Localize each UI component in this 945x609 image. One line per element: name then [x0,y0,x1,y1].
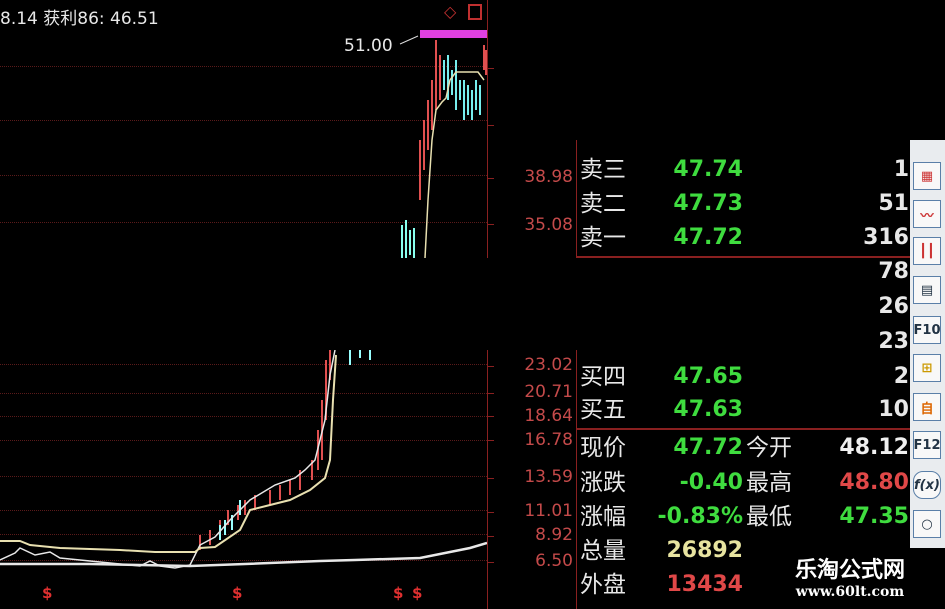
sell-signal-icon: $ [393,584,404,602]
axis-label: 16.78 [524,430,573,450]
bid-price: 47.65 [673,364,743,389]
upper-candles [401,40,487,258]
lower-candles [199,350,371,550]
circle-icon[interactable]: ○ [913,510,941,538]
bid-label: 买四 [580,364,626,390]
grid-icon[interactable]: ▦ [913,162,941,190]
ma-line-2 [0,541,487,568]
f12-button[interactable]: F12 [913,431,941,459]
upper-ma-line [424,71,485,259]
axis-label: 18.64 [524,406,573,426]
low-label: 最低 [746,504,792,530]
watermark: 乐淘公式网 www.60lt.com [755,548,945,609]
change-label: 涨跌 [580,470,626,496]
volume-label: 总量 [580,538,626,564]
bid-volume: 10 [878,397,909,422]
indicator-readout: 8.14 获利86: 46.51 [0,9,159,29]
tree-icon[interactable]: ⊞ [913,354,941,382]
sell-signal-icon: $ [42,584,53,602]
bid-label: 买五 [580,397,626,423]
change-value: -0.40 [679,470,743,495]
bid-volume: 26 [878,294,909,319]
axis-label: 20.71 [524,382,573,402]
axis-label: 13.59 [524,467,573,487]
ask-label: 卖二 [580,191,626,217]
axis-label: 35.08 [524,215,573,235]
cards-icon[interactable]: ▤ [913,276,941,304]
ask-volume: 51 [878,191,909,216]
sell-signal-icon: $ [412,584,423,602]
ask-price: 47.72 [673,225,743,250]
ask-label: 卖一 [580,225,626,251]
outer-volume-label: 外盘 [580,572,626,598]
pct-change-label: 涨幅 [580,504,626,530]
f10-button[interactable]: F10 [913,316,941,344]
current-price: 47.72 [673,435,743,460]
ask-volume: 316 [863,225,909,250]
low-price: 47.35 [839,504,909,529]
bid-volume: 78 [878,259,909,284]
sell-signal-icon: $ [232,584,243,602]
watermark-name: 乐淘公式网 [794,558,905,583]
bid-volume: 23 [878,329,909,354]
diamond-icon[interactable]: ◇ [444,2,457,21]
formula-icon[interactable]: f(x) [913,471,941,499]
outer-volume: 13434 [666,572,743,597]
high-price-marker: 51.00 [344,36,393,56]
total-volume: 26892 [666,538,743,563]
axis-label: 8.92 [535,525,573,545]
open-label: 今开 [746,435,792,461]
watermark-url: www.60lt.com [795,584,905,600]
side-toolbar: ▦ 〰 ┃┃ ▤ F10 ⊞ 自 F12 f(x) ○ [910,140,945,548]
ask-price: 47.74 [673,157,743,182]
ask-volume: 1 [893,157,909,182]
ask-label: 卖三 [580,157,626,183]
axis-label: 11.01 [524,501,573,521]
bid-price: 47.63 [673,397,743,422]
high-label: 最高 [746,470,792,496]
ask-price: 47.73 [673,191,743,216]
open-price: 48.12 [839,435,909,460]
axis-label: 23.02 [524,355,573,375]
self-select-icon[interactable]: 自 [913,393,941,421]
bid-volume: 2 [893,364,909,389]
window-restore-icon[interactable] [468,4,482,20]
current-price-label: 现价 [580,435,626,461]
line-chart-icon[interactable]: 〰 [913,200,941,228]
axis-label: 6.50 [535,551,573,571]
ma-line-1 [0,354,337,553]
high-price: 48.80 [839,470,909,495]
price-chart[interactable] [0,0,487,609]
price-line [0,349,336,569]
high-marker-bar [420,30,487,38]
pct-change-value: -0.83% [657,504,743,529]
candlestick-icon[interactable]: ┃┃ [913,237,941,265]
axis-label: 38.98 [524,167,573,187]
